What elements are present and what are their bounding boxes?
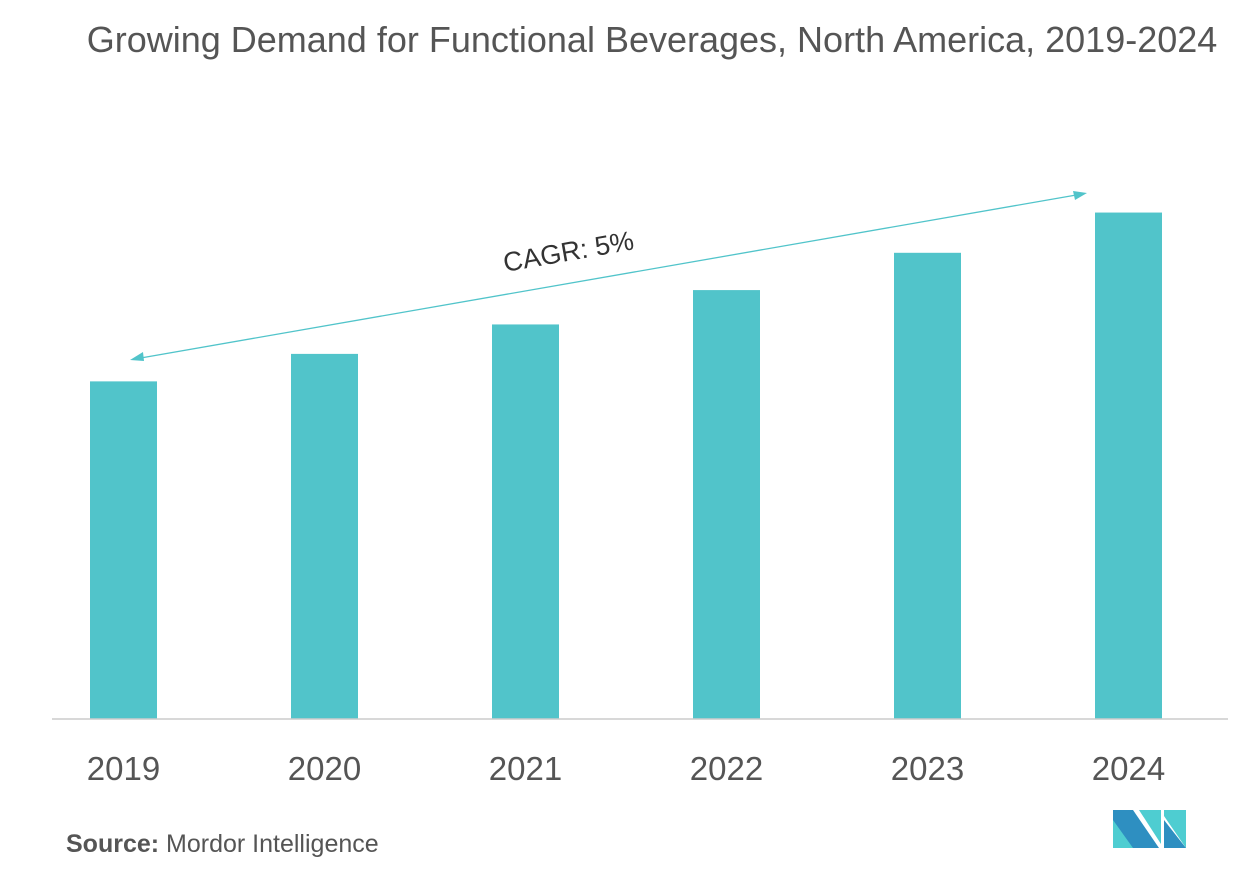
- source-text: Mordor Intelligence: [166, 830, 379, 858]
- bar-2024: [1095, 212, 1162, 720]
- source-note: Source: Mordor Intelligence: [66, 830, 379, 859]
- bar-2021: [492, 324, 559, 719]
- bar-2023: [894, 252, 961, 719]
- cagr-label: CAGR: 5%: [501, 225, 636, 277]
- chart-title: Growing Demand for Functional Beverages,…: [86, 19, 1218, 60]
- x-tick-label: 2019: [87, 750, 160, 787]
- x-tick-label: 2021: [489, 750, 562, 787]
- x-tick-label: 2020: [288, 750, 361, 787]
- mordor-logo: [1113, 810, 1186, 848]
- bar-2020: [291, 353, 358, 719]
- x-tick-label: 2022: [690, 750, 763, 787]
- source-label: Source:: [66, 830, 160, 858]
- cagr-arrow: [130, 191, 1087, 361]
- x-tick-label: 2024: [1092, 750, 1165, 787]
- bar-2019: [90, 381, 157, 719]
- x-tick-label: 2023: [891, 750, 964, 787]
- bar-2022: [693, 290, 760, 719]
